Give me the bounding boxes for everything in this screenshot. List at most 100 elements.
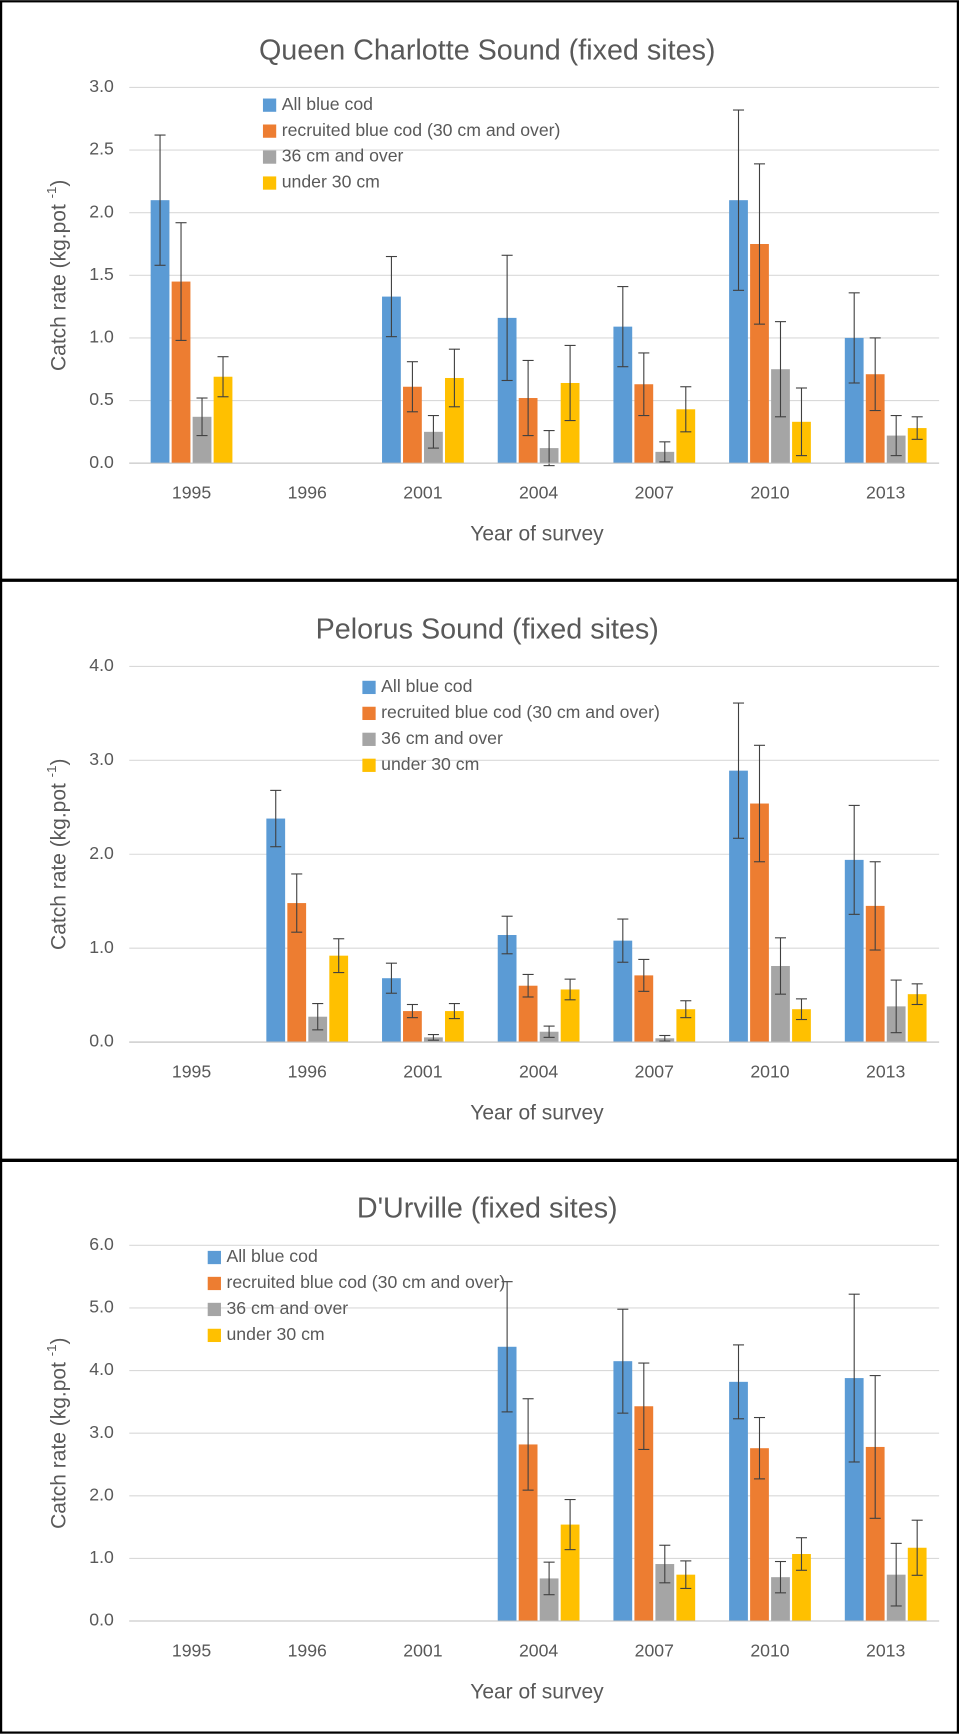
error-bar bbox=[795, 998, 808, 1021]
legend-swatch bbox=[262, 176, 277, 190]
legend-swatch bbox=[207, 1250, 221, 1265]
y-axis-label: Catch rate (kg.pot -1) bbox=[43, 1337, 70, 1528]
bar bbox=[750, 244, 769, 464]
bar bbox=[907, 994, 927, 1043]
error-bar bbox=[732, 702, 745, 839]
error-bar bbox=[848, 1293, 860, 1463]
error-bar bbox=[659, 1034, 671, 1042]
bar bbox=[729, 1381, 748, 1621]
legend-label: 36 cm and over bbox=[282, 146, 404, 166]
error-bar bbox=[680, 1560, 692, 1589]
error-bar bbox=[680, 1000, 692, 1019]
bar bbox=[150, 200, 170, 464]
y-tick-label: 5.0 bbox=[89, 1297, 114, 1317]
y-tick-label: 3.0 bbox=[89, 1422, 114, 1442]
error-bar bbox=[911, 1519, 923, 1576]
bar bbox=[907, 1547, 927, 1621]
y-tick-label: 1.5 bbox=[89, 264, 114, 284]
y-axis-label: Catch rate (kg.pot -1) bbox=[43, 180, 70, 371]
x-tick-label: 1995 bbox=[172, 483, 211, 503]
legend-swatch bbox=[262, 124, 277, 138]
x-tick-label: 2013 bbox=[866, 483, 905, 503]
x-tick-label: 1996 bbox=[288, 1062, 327, 1082]
legend-label: All blue cod bbox=[282, 94, 373, 114]
x-tick-label: 2001 bbox=[403, 483, 442, 503]
error-bar bbox=[774, 937, 787, 995]
error-bar bbox=[869, 1375, 881, 1519]
bar bbox=[266, 818, 286, 1043]
error-bar bbox=[543, 1561, 555, 1596]
error-bar bbox=[869, 337, 881, 412]
bar bbox=[613, 1361, 633, 1621]
bar bbox=[518, 985, 538, 1043]
bar bbox=[497, 1346, 517, 1621]
error-bar bbox=[501, 915, 513, 955]
legend-label: recruited blue cod (30 cm and over) bbox=[381, 702, 660, 722]
error-bar bbox=[638, 958, 650, 992]
error-bar bbox=[312, 1003, 324, 1031]
error-bar bbox=[732, 1344, 745, 1420]
y-tick-label: 2.0 bbox=[89, 843, 114, 863]
bar bbox=[771, 965, 790, 1043]
error-bar bbox=[448, 1003, 460, 1020]
x-axis-label: Year of survey bbox=[470, 522, 604, 545]
error-bar bbox=[795, 387, 808, 457]
error-bar bbox=[217, 356, 229, 398]
x-axis-label: Year of survey bbox=[470, 1101, 604, 1124]
y-tick-label: 4.0 bbox=[89, 655, 114, 675]
bar bbox=[560, 989, 580, 1043]
bar bbox=[171, 281, 191, 464]
x-tick-label: 1995 bbox=[172, 1641, 211, 1661]
error-bar bbox=[564, 978, 576, 1001]
y-axis-label-end: ) bbox=[47, 180, 70, 187]
legend-swatch bbox=[362, 706, 376, 721]
bar bbox=[329, 955, 349, 1043]
x-tick-label: 2010 bbox=[750, 1641, 789, 1661]
bar bbox=[865, 374, 885, 464]
bar bbox=[634, 384, 654, 464]
legend-swatch bbox=[262, 150, 277, 164]
error-bar bbox=[753, 163, 766, 325]
y-tick-label: 3.0 bbox=[89, 749, 114, 769]
x-tick-label: 1995 bbox=[172, 1062, 211, 1082]
error-bar bbox=[911, 416, 923, 440]
legend-swatch bbox=[207, 1276, 221, 1291]
y-tick-label: 0.0 bbox=[89, 1610, 114, 1630]
x-axis-label: Year of survey bbox=[470, 1680, 604, 1703]
y-tick-label: 3.0 bbox=[89, 76, 114, 96]
bar bbox=[445, 377, 464, 464]
error-bar bbox=[385, 255, 397, 338]
legend-label: under 30 cm bbox=[282, 172, 380, 192]
bar bbox=[560, 382, 580, 464]
error-bar bbox=[911, 983, 923, 1006]
error-bar bbox=[564, 1498, 576, 1551]
x-tick-label: 2004 bbox=[519, 1641, 558, 1661]
bar bbox=[634, 1406, 654, 1621]
x-tick-label: 2007 bbox=[635, 1641, 674, 1661]
error-bar bbox=[848, 804, 860, 915]
bar bbox=[676, 409, 696, 464]
error-bar bbox=[617, 286, 629, 368]
y-axis-label-text: Catch rate (kg.pot bbox=[47, 777, 70, 950]
bar bbox=[560, 1524, 580, 1621]
error-bar bbox=[774, 1560, 787, 1594]
y-tick-label: 1.0 bbox=[89, 1547, 114, 1567]
bar bbox=[750, 803, 769, 1043]
bar bbox=[613, 326, 633, 464]
y-tick-label: 6.0 bbox=[89, 1234, 114, 1254]
bar bbox=[192, 416, 212, 464]
bar bbox=[844, 1378, 864, 1621]
y-axis-label-superscript: -1 bbox=[43, 766, 58, 778]
bar bbox=[382, 296, 401, 464]
x-tick-label: 2010 bbox=[750, 1062, 789, 1082]
bar bbox=[865, 1446, 885, 1621]
y-tick-label: 0.0 bbox=[89, 1031, 114, 1051]
legend-label: All blue cod bbox=[381, 676, 472, 696]
legend-label: 36 cm and over bbox=[226, 1298, 348, 1318]
y-tick-label: 1.0 bbox=[89, 937, 114, 957]
x-tick-label: 2004 bbox=[519, 1062, 558, 1082]
bar bbox=[382, 978, 401, 1043]
bar bbox=[844, 859, 864, 1043]
legend-label: recruited blue cod (30 cm and over) bbox=[282, 120, 561, 140]
